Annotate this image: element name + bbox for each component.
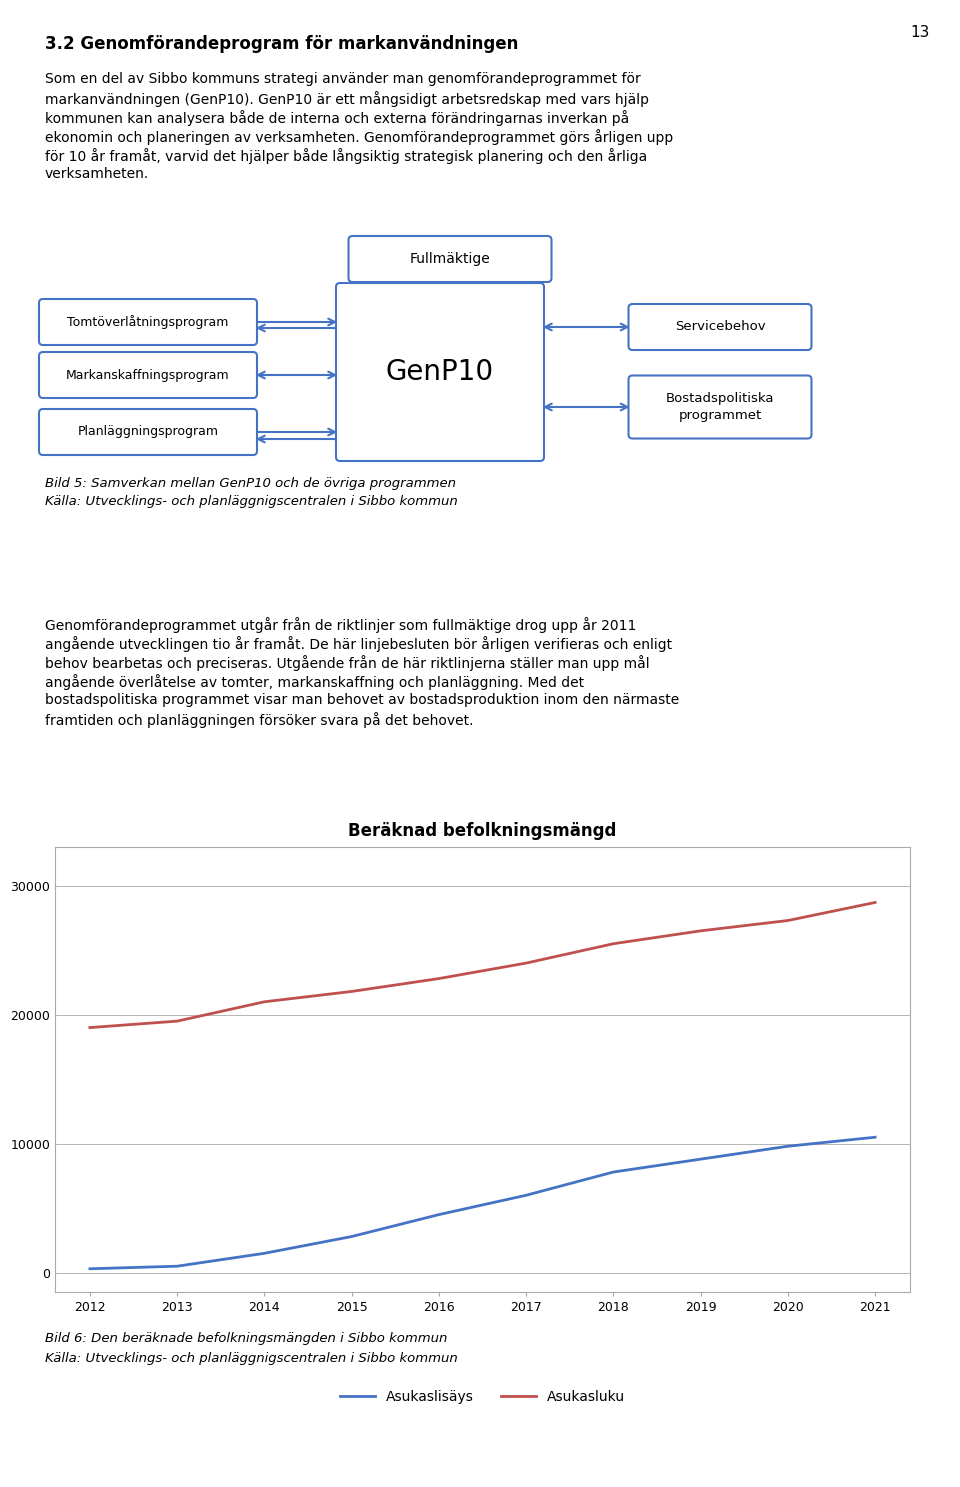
Legend: Asukaslisäys, Asukasluku: Asukaslisäys, Asukasluku: [334, 1384, 631, 1410]
Asukaslisäys: [433, 1206, 444, 1224]
Text: Markanskaffningsprogram: Markanskaffningsprogram: [66, 369, 229, 382]
Text: Bostadspolitiska
programmet: Bostadspolitiska programmet: [665, 393, 775, 422]
FancyBboxPatch shape: [336, 283, 544, 461]
Text: Genomförandeprogrammet utgår från de riktlinjer som fullmäktige drog upp år 2011: Genomförandeprogrammet utgår från de rik…: [45, 617, 636, 633]
Asukasluku: [782, 912, 794, 929]
Text: Fullmäktige: Fullmäktige: [410, 251, 491, 266]
Text: behov bearbetas och preciseras. Utgående från de här riktlinjerna ställer man up: behov bearbetas och preciseras. Utgående…: [45, 654, 650, 671]
FancyBboxPatch shape: [348, 236, 551, 283]
Asukaslisäys: [608, 1163, 619, 1181]
Text: Källa: Utvecklings- och planläggnigscentralen i Sibbo kommun: Källa: Utvecklings- och planläggnigscent…: [45, 495, 458, 509]
Line: Asukaslisäys: Asukaslisäys: [90, 1138, 876, 1268]
FancyBboxPatch shape: [629, 303, 811, 349]
Text: bostadspolitiska programmet visar man behovet av bostadsproduktion inom den närm: bostadspolitiska programmet visar man be…: [45, 693, 680, 706]
Asukaslisäys: [520, 1187, 532, 1204]
Title: Beräknad befolkningsmängd: Beräknad befolkningsmängd: [348, 822, 616, 840]
Text: för 10 år framåt, varvid det hjälper både långsiktig strategisk planering och de: för 10 år framåt, varvid det hjälper båd…: [45, 149, 647, 164]
Text: Bild 5: Samverkan mellan GenP10 och de övriga programmen: Bild 5: Samverkan mellan GenP10 och de ö…: [45, 477, 456, 491]
Asukasluku: [433, 970, 444, 987]
FancyBboxPatch shape: [39, 409, 257, 455]
Asukasluku: [258, 993, 270, 1011]
Asukasluku: [520, 955, 532, 972]
Text: GenP10: GenP10: [386, 358, 494, 387]
Text: markanvändningen (GenP10). GenP10 är ett mångsidigt arbetsredskap med vars hjälp: markanvändningen (GenP10). GenP10 är ett…: [45, 91, 649, 107]
Asukasluku: [608, 935, 619, 953]
Text: 3.2 Genomförandeprogram för markanvändningen: 3.2 Genomförandeprogram för markanvändni…: [45, 36, 518, 54]
Asukasluku: [172, 1013, 183, 1030]
FancyBboxPatch shape: [629, 376, 811, 439]
Text: 13: 13: [910, 25, 929, 40]
Asukaslisäys: [782, 1138, 794, 1155]
Text: framtiden och planläggningen försöker svara på det behovet.: framtiden och planläggningen försöker sv…: [45, 712, 473, 729]
Asukasluku: [870, 894, 881, 912]
Text: Bild 6: Den beräknade befolkningsmängden i Sibbo kommun: Bild 6: Den beräknade befolkningsmängden…: [45, 1332, 447, 1346]
Text: Servicebehov: Servicebehov: [675, 321, 765, 333]
Text: Tomtöverlåtningsprogram: Tomtöverlåtningsprogram: [67, 315, 228, 329]
Asukasluku: [84, 1019, 96, 1036]
Asukasluku: [695, 922, 707, 940]
FancyBboxPatch shape: [39, 299, 257, 345]
Asukaslisäys: [172, 1258, 183, 1276]
Text: ekonomin och planeringen av verksamheten. Genomförandeprogrammet görs årligen up: ekonomin och planeringen av verksamheten…: [45, 129, 673, 144]
Asukaslisäys: [870, 1129, 881, 1146]
Asukasluku: [346, 983, 357, 1001]
Text: angående överlåtelse av tomter, markanskaffning och planläggning. Med det: angående överlåtelse av tomter, markansk…: [45, 674, 584, 690]
Asukaslisäys: [346, 1228, 357, 1246]
Text: Som en del av Sibbo kommuns strategi använder man genomförandeprogrammet för: Som en del av Sibbo kommuns strategi anv…: [45, 71, 640, 86]
Text: Planläggningsprogram: Planläggningsprogram: [78, 425, 219, 439]
Asukaslisäys: [695, 1151, 707, 1169]
Asukaslisäys: [84, 1259, 96, 1277]
Text: Källa: Utvecklings- och planläggnigscentralen i Sibbo kommun: Källa: Utvecklings- och planläggnigscent…: [45, 1352, 458, 1365]
Line: Asukasluku: Asukasluku: [90, 903, 876, 1028]
Asukaslisäys: [258, 1245, 270, 1262]
Text: angående utvecklingen tio år framåt. De här linjebesluten bör årligen verifieras: angående utvecklingen tio år framåt. De …: [45, 636, 672, 651]
FancyBboxPatch shape: [39, 352, 257, 399]
Text: verksamheten.: verksamheten.: [45, 167, 149, 181]
Text: kommunen kan analysera både de interna och externa förändringarnas inverkan på: kommunen kan analysera både de interna o…: [45, 110, 629, 126]
